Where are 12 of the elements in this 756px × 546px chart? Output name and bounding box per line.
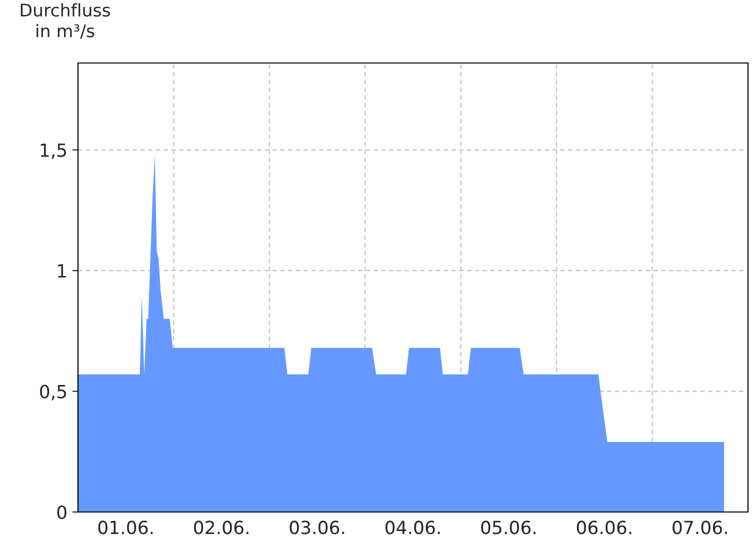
x-tick-label: 02.06. xyxy=(194,520,248,534)
x-tick-label: 06.06. xyxy=(576,520,632,534)
y-tick-label: 1 xyxy=(58,264,66,278)
x-tick-label: 03.06. xyxy=(290,520,344,534)
x-tick-label: 05.06. xyxy=(481,520,536,534)
x-tick-label: 07.06. xyxy=(672,520,727,534)
y-tick-label: 1,5 xyxy=(40,144,66,159)
y-tick-label: 0,5 xyxy=(40,384,66,400)
y-tick-label: 0 xyxy=(57,505,66,520)
y-axis-title: Durchfluss in m³/s xyxy=(20,3,110,39)
x-tick-label: 04.06. xyxy=(385,520,440,534)
x-tick-label: 01.06. xyxy=(98,520,153,534)
